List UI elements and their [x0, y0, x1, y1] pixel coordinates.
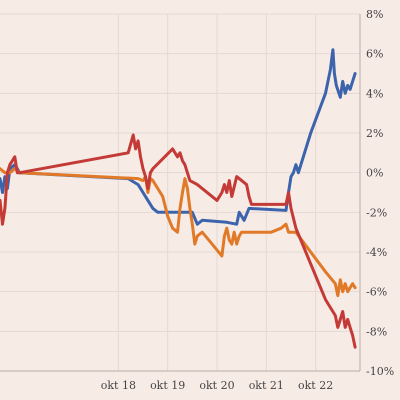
series-group	[0, 48, 357, 349]
x-tick-label: okt 22	[298, 379, 333, 392]
x-tick-label: okt 20	[199, 379, 234, 392]
x-tick-label: okt 21	[249, 379, 284, 392]
y-tick-label: 6%	[366, 48, 383, 61]
y-tick-label: -10%	[366, 365, 394, 378]
series-line-2	[0, 167, 357, 298]
series-line-3	[0, 133, 357, 349]
tick-labels: 8% 6% 4% 2% 0% -2% -4% -6% -8% -10% okt 18 okt 19 ok…	[101, 8, 394, 392]
y-tick-label: -2%	[366, 206, 387, 219]
y-tick-label: -8%	[366, 325, 387, 338]
grid	[0, 13, 360, 372]
y-tick-label: 4%	[366, 87, 383, 100]
y-tick-label: -6%	[366, 286, 387, 299]
y-tick-label: 0%	[366, 167, 383, 180]
x-tick-label: okt 19	[150, 379, 185, 392]
axes	[0, 14, 361, 372]
y-tick-label: 2%	[366, 127, 383, 140]
y-tick-label: -4%	[366, 246, 387, 259]
series-line-1	[0, 48, 357, 226]
x-tick-label: okt 18	[101, 379, 136, 392]
y-tick-label: 8%	[366, 8, 383, 21]
